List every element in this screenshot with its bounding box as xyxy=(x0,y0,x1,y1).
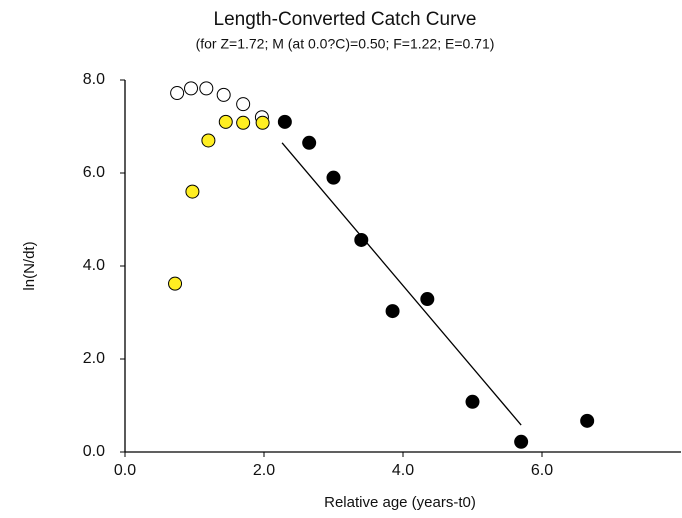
point xyxy=(255,115,270,130)
point xyxy=(216,87,231,102)
point xyxy=(326,170,341,185)
point xyxy=(185,184,200,199)
x-tick-label: 4.0 xyxy=(392,462,414,479)
x-tick-label: 6.0 xyxy=(531,462,553,479)
y-axis-label: ln(N/dt) xyxy=(21,241,38,290)
point xyxy=(184,81,199,96)
x-tick-label: 2.0 xyxy=(253,462,275,479)
point xyxy=(168,276,183,291)
point xyxy=(302,135,317,150)
y-tick-label: 2.0 xyxy=(83,350,105,367)
point xyxy=(580,413,595,428)
point xyxy=(201,133,216,148)
chart-title: Length-Converted Catch Curve xyxy=(214,9,477,30)
point xyxy=(465,394,480,409)
y-tick-label: 6.0 xyxy=(83,164,105,181)
point xyxy=(218,114,233,129)
y-tick-label: 0.0 xyxy=(83,443,105,460)
y-tick-label: 4.0 xyxy=(83,257,105,274)
point xyxy=(199,81,214,96)
point xyxy=(170,86,185,101)
point xyxy=(420,292,435,307)
point xyxy=(385,304,400,319)
point xyxy=(277,114,292,129)
point xyxy=(514,434,529,449)
x-axis-label: Relative age (years-t0) xyxy=(324,494,476,511)
x-tick-label: 0.0 xyxy=(114,462,136,479)
point xyxy=(236,97,251,112)
chart-subtitle: (for Z=1.72; M (at 0.0?C)=0.50; F=1.22; … xyxy=(196,36,495,52)
fit-line xyxy=(281,142,522,426)
y-tick-label: 8.0 xyxy=(83,71,105,88)
point xyxy=(354,232,369,247)
point xyxy=(236,115,251,130)
